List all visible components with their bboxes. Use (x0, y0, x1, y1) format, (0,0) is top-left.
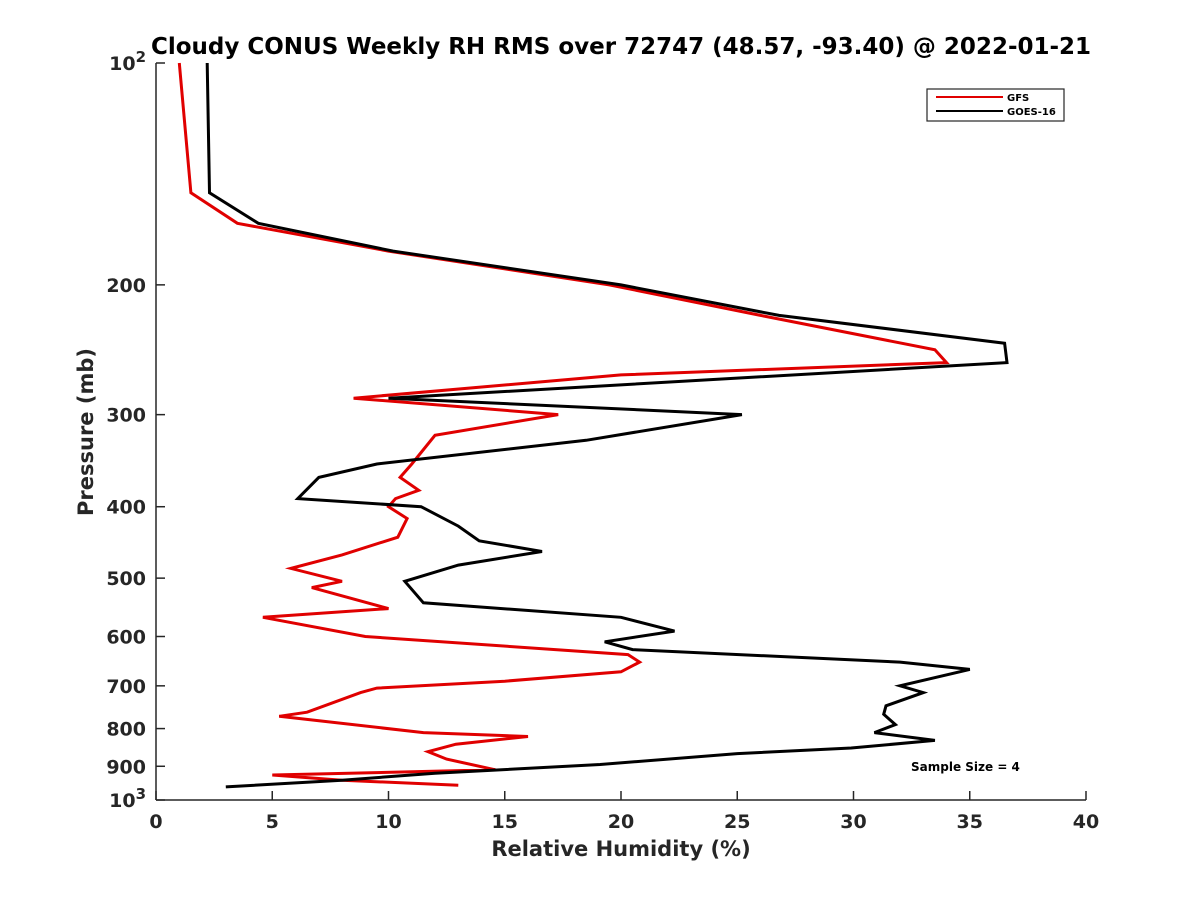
legend: GFS GOES-16 (926, 88, 1065, 122)
x-tick-label: 40 (1073, 811, 1099, 833)
y-tick-label: 800 (106, 719, 146, 741)
x-tick-label: 20 (608, 811, 634, 833)
y-tick-label: 400 (106, 497, 146, 519)
series-line-gfs (177, 62, 950, 787)
x-tick-label: 0 (149, 811, 162, 833)
x-tick-label: 30 (840, 811, 866, 833)
y-tick-label: 200 (106, 275, 146, 297)
x-axis-label: Relative Humidity (%) (491, 837, 750, 861)
x-axis-ticks: 0 5 10 15 20 25 30 35 40 (149, 791, 1099, 833)
x-tick-label: 25 (724, 811, 750, 833)
x-tick-label: 5 (266, 811, 279, 833)
series-layer (177, 62, 1009, 789)
y-tick-label: 700 (106, 676, 146, 698)
legend-gfs-label: GFS (1007, 93, 1029, 104)
y-tick-label: 600 (106, 626, 146, 648)
y-tick-label: 500 (106, 568, 146, 590)
y-axis-label: Pressure (mb) (74, 348, 98, 516)
y-tick-label: 900 (106, 756, 146, 778)
x-tick-label: 10 (375, 811, 401, 833)
x-tick-label: 15 (492, 811, 518, 833)
sample-size-annotation: Sample Size = 4 (911, 760, 1020, 774)
x-tick-label: 35 (957, 811, 983, 833)
legend-goes16-label: GOES-16 (1007, 107, 1056, 118)
plot-area (156, 63, 1086, 800)
legend-box (926, 88, 1065, 122)
series-line-goes16 (205, 62, 1009, 789)
y-tick-label: 300 (106, 405, 146, 427)
chart-title: Cloudy CONUS Weekly RH RMS over 72747 (4… (151, 34, 1091, 60)
